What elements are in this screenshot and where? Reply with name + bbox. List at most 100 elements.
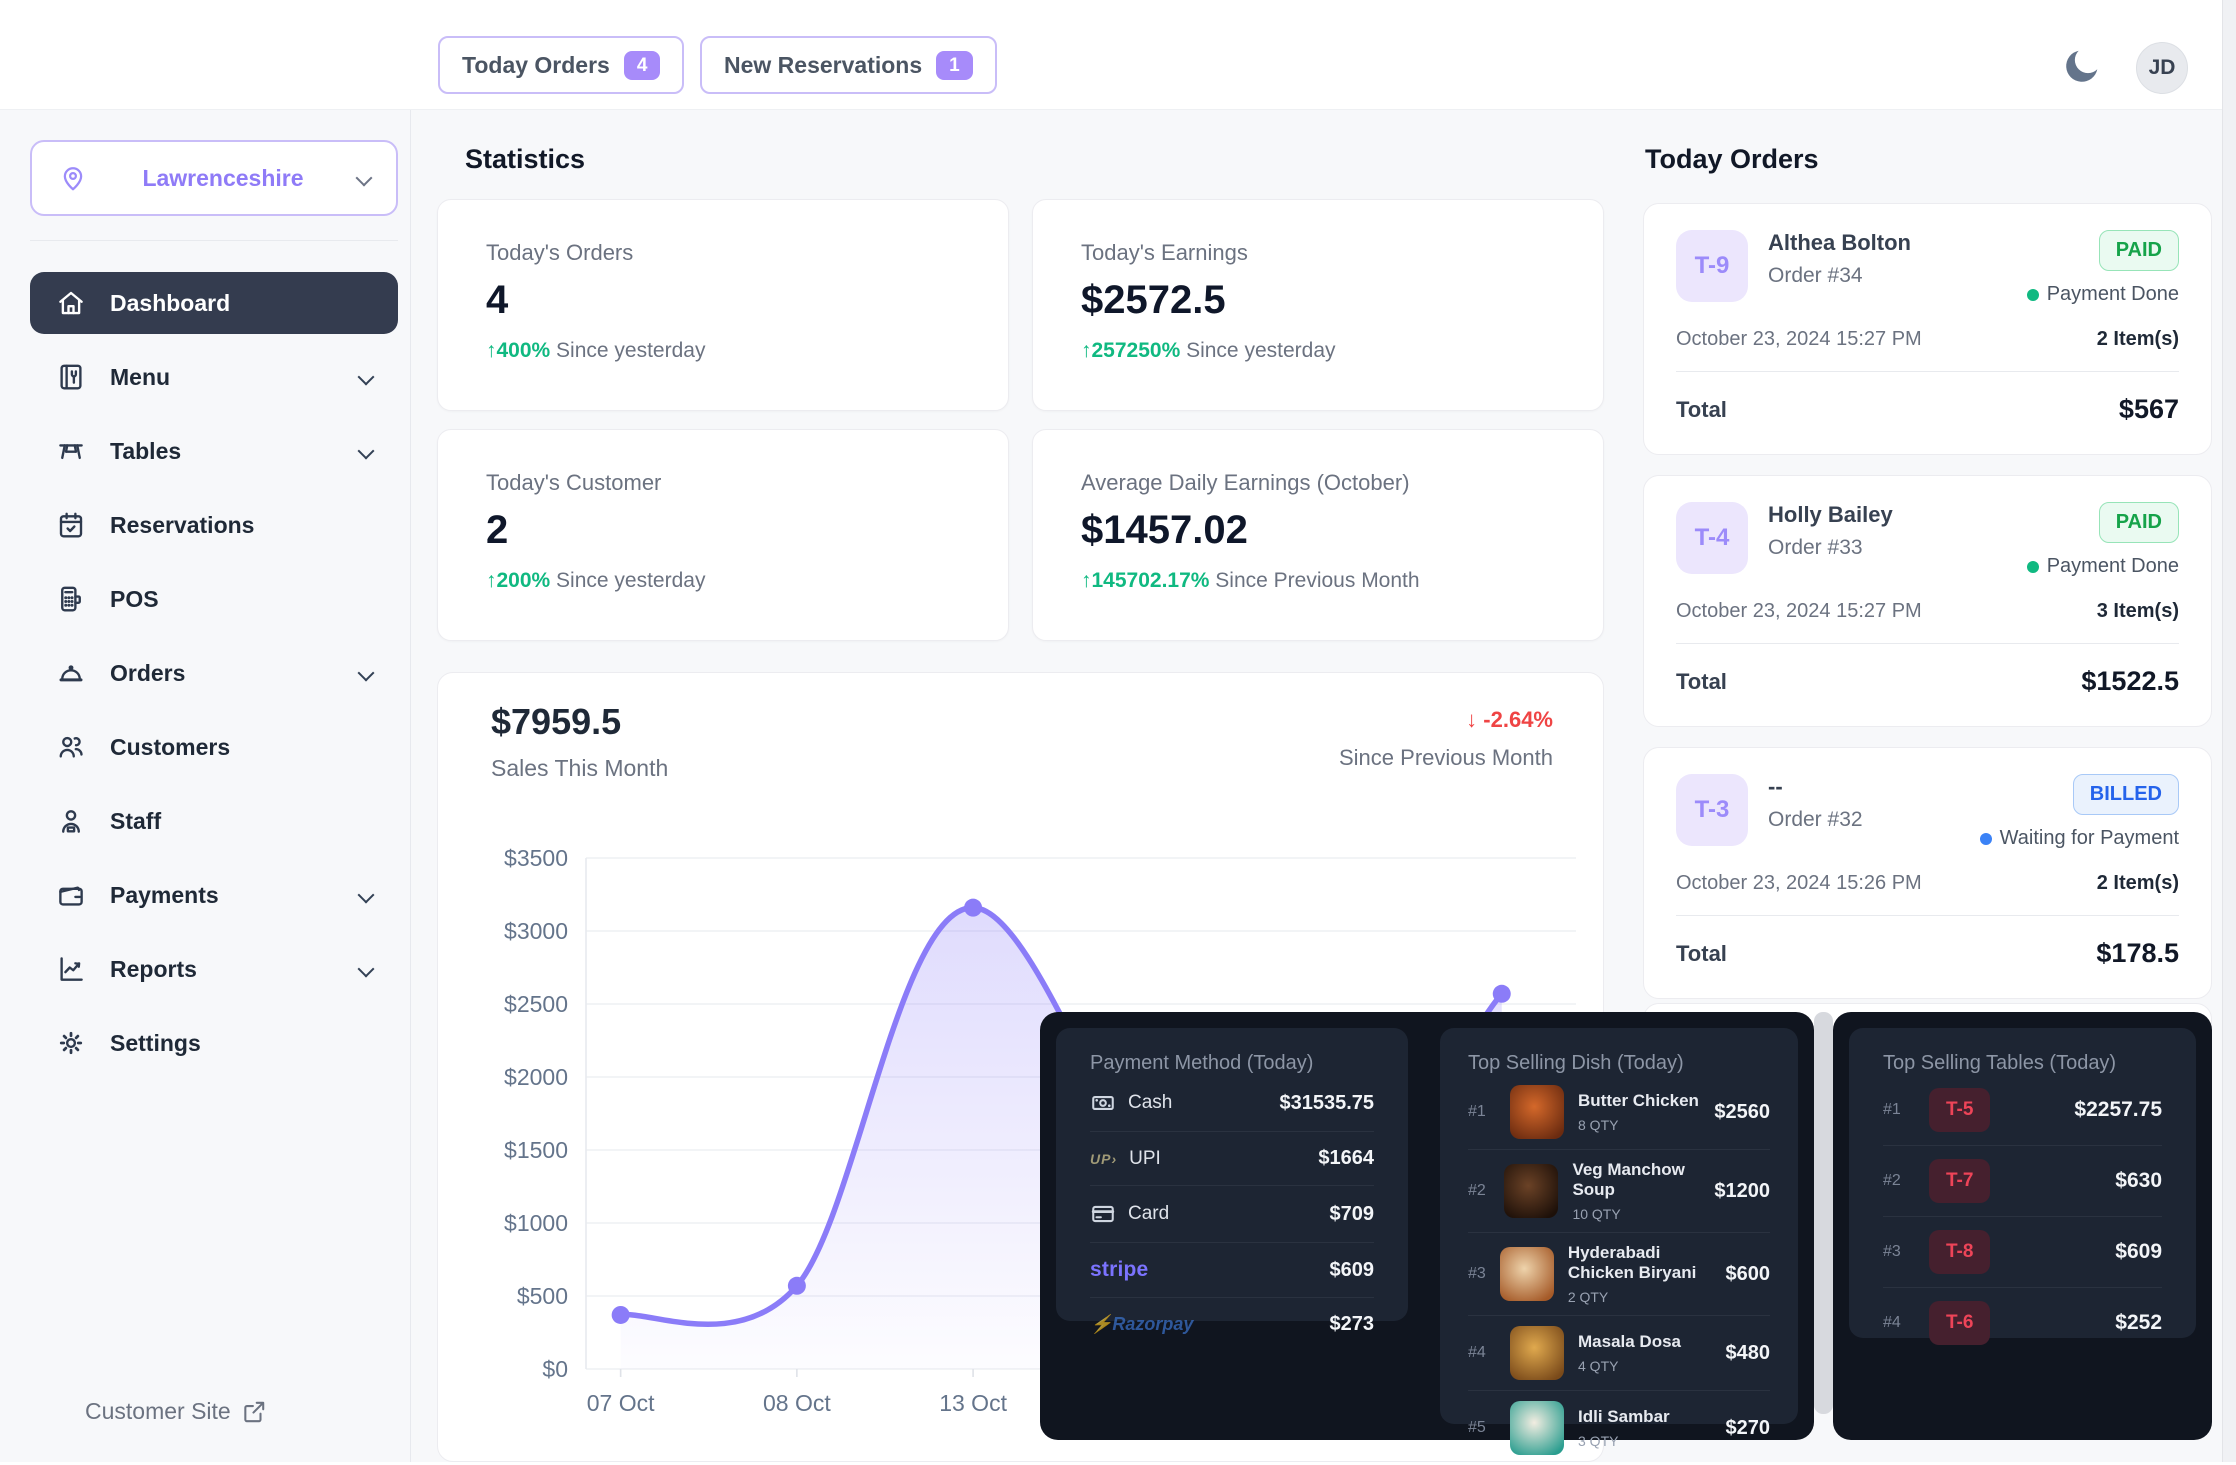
- dish-rank: #4: [1468, 1344, 1486, 1361]
- order-card-33[interactable]: T-4 Holly Bailey Order #33 PAID Payment Done…: [1643, 475, 2212, 727]
- menu-book-icon: [60, 364, 82, 390]
- stat-title: Average Daily Earnings (October): [1081, 470, 1410, 495]
- payment-method-row: Card $709: [1090, 1186, 1374, 1243]
- customer-site-label: Customer Site: [85, 1398, 231, 1424]
- payment-method-amount: $31535.75: [1279, 1091, 1374, 1114]
- sidebar-item-customers[interactable]: Customers: [30, 716, 398, 778]
- dark-mode-toggle-moon-icon[interactable]: [2058, 44, 2104, 90]
- dish-rank: #1: [1468, 1103, 1486, 1120]
- users-icon: [59, 736, 83, 758]
- table-chip: T-9: [1676, 230, 1748, 302]
- stat-change: ↑200% Since yesterday: [486, 569, 706, 592]
- page-scrollbar-track[interactable]: [2222, 0, 2236, 1462]
- customer-site-link[interactable]: Customer Site: [85, 1398, 267, 1425]
- status-dot-icon: [1979, 832, 1992, 845]
- sidebar-item-label: Staff: [110, 807, 162, 834]
- stat-title: Today's Customer: [486, 470, 662, 495]
- dish-rank: #2: [1468, 1182, 1486, 1199]
- top-table-row: #3 T-8 $609: [1883, 1217, 2162, 1288]
- order-total: $1522.5: [2081, 666, 2179, 696]
- sidebar-item-payments[interactable]: Payments: [30, 864, 398, 926]
- table-amount: $630: [2115, 1169, 2162, 1192]
- location-selector[interactable]: Lawrenceshire: [30, 140, 398, 216]
- order-total: $178.5: [2096, 938, 2179, 968]
- location-name: Lawrenceshire: [142, 164, 304, 191]
- dish-qty: 10 QTY: [1572, 1206, 1621, 1222]
- sidebar-item-dashboard[interactable]: Dashboard: [30, 272, 398, 334]
- new-reservations-button[interactable]: New Reservations 1: [700, 36, 997, 94]
- dish-name: Hyderabadi Chicken Biryani: [1567, 1243, 1697, 1282]
- dish-qty: 2 QTY: [1567, 1289, 1609, 1305]
- order-card-32[interactable]: T-3 -- Order #32 BILLED Waiting for Payment O…: [1643, 747, 2212, 999]
- dish-photo: [1499, 1247, 1554, 1301]
- payment-method-name: Card: [1128, 1203, 1170, 1224]
- stat-card-3: Today's Customer 2 ↑200% Since yesterday: [437, 429, 1009, 641]
- stat-value: 4: [486, 278, 509, 322]
- order-card-rule: [1676, 643, 2179, 644]
- stat-value: 2: [486, 508, 509, 552]
- total-label: Total: [1676, 396, 1727, 422]
- new-reservations-count-badge: 1: [936, 50, 973, 80]
- customer-name: Althea Bolton: [1768, 230, 1911, 255]
- sidebar-item-label: Settings: [110, 1029, 201, 1056]
- stat-change: ↑257250% Since yesterday: [1081, 339, 1336, 362]
- order-datetime: October 23, 2024 15:26 PM: [1676, 872, 1922, 894]
- dish-amount: $600: [1725, 1262, 1771, 1285]
- razorpay-logo: ⚡Razorpay: [1090, 1314, 1194, 1334]
- chevron-down-icon: [355, 169, 373, 187]
- external-link-icon: [244, 1401, 264, 1422]
- payment-method-amount: $609: [1329, 1258, 1375, 1281]
- dish-name: Masala Dosa: [1578, 1332, 1681, 1351]
- dish-qty: 3 QTY: [1578, 1433, 1619, 1449]
- sidebar-divider: [410, 110, 411, 1462]
- sidebar-item-pos[interactable]: POS: [30, 568, 398, 630]
- sidebar-item-label: Reports: [110, 955, 197, 982]
- sidebar-item-reports[interactable]: Reports: [30, 938, 398, 1000]
- sidebar-item-staff[interactable]: Staff: [30, 790, 398, 852]
- today-orders-button[interactable]: Today Orders 4: [438, 36, 685, 94]
- payment-status: Payment Done: [2026, 555, 2179, 578]
- payment-method-name: UPI: [1129, 1147, 1161, 1169]
- svg-text:$1000: $1000: [504, 1210, 568, 1236]
- dish-amount: $2560: [1714, 1100, 1770, 1123]
- table-amount: $609: [2115, 1240, 2162, 1263]
- upi-logo: UP›: [1090, 1150, 1118, 1167]
- stat-title: Today's Earnings: [1081, 240, 1248, 265]
- user-avatar[interactable]: JD: [2136, 42, 2188, 94]
- top-dish-row: #3 Hyderabadi Chicken Biryani 2 QTY $600: [1468, 1233, 1770, 1316]
- payment-method-row: stripe $609: [1090, 1243, 1374, 1298]
- payment-panel-title: Payment Method (Today): [1090, 1052, 1314, 1074]
- wallet-icon: [59, 886, 83, 906]
- today-orders-heading: Today Orders: [1645, 144, 1819, 174]
- sidebar-item-reservations[interactable]: Reservations: [30, 494, 398, 556]
- sidebar-item-tables[interactable]: Tables: [30, 420, 398, 482]
- scrollbar-thumb[interactable]: [1814, 1012, 1833, 1414]
- chevron-down-icon: [357, 886, 375, 904]
- summary-panels-right: Top Selling Tables (Today) #1 T-5 $2257.75…: [1833, 1012, 2212, 1440]
- table-chip: T-4: [1676, 502, 1748, 574]
- sidebar-item-label: Menu: [110, 363, 171, 390]
- stat-value: $2572.5: [1081, 278, 1226, 322]
- sidebar-item-label: Orders: [110, 659, 186, 686]
- order-status-badge: BILLED: [2072, 774, 2179, 815]
- chevron-down-icon: [357, 664, 375, 682]
- order-datetime: October 23, 2024 15:27 PM: [1676, 600, 1922, 622]
- today-orders-button-label: Today Orders: [462, 51, 610, 78]
- payment-status: Payment Done: [2026, 283, 2179, 306]
- svg-text:$3000: $3000: [504, 918, 568, 944]
- sidebar-item-menu[interactable]: Menu: [30, 346, 398, 408]
- order-card-34[interactable]: T-9 Althea Bolton Order #34 PAID Payment Don…: [1643, 203, 2212, 455]
- sidebar-item-label: Reservations: [110, 511, 255, 538]
- sidebar-item-orders[interactable]: Orders: [30, 642, 398, 704]
- stat-card-1: Today's Orders 4 ↑400% Since yesterday: [437, 199, 1009, 411]
- dish-amount: $1200: [1714, 1179, 1770, 1202]
- pos-terminal-icon: [61, 586, 81, 612]
- sidebar-item-settings[interactable]: Settings: [30, 1012, 398, 1074]
- sidebar-item-label: Dashboard: [110, 289, 231, 316]
- order-total: $567: [2118, 394, 2179, 424]
- table-chip: T-6: [1929, 1301, 1991, 1345]
- svg-text:07 Oct: 07 Oct: [587, 1390, 655, 1416]
- table-rank: #4: [1883, 1314, 1901, 1331]
- home-icon: [59, 291, 83, 315]
- chevron-down-icon: [357, 960, 375, 978]
